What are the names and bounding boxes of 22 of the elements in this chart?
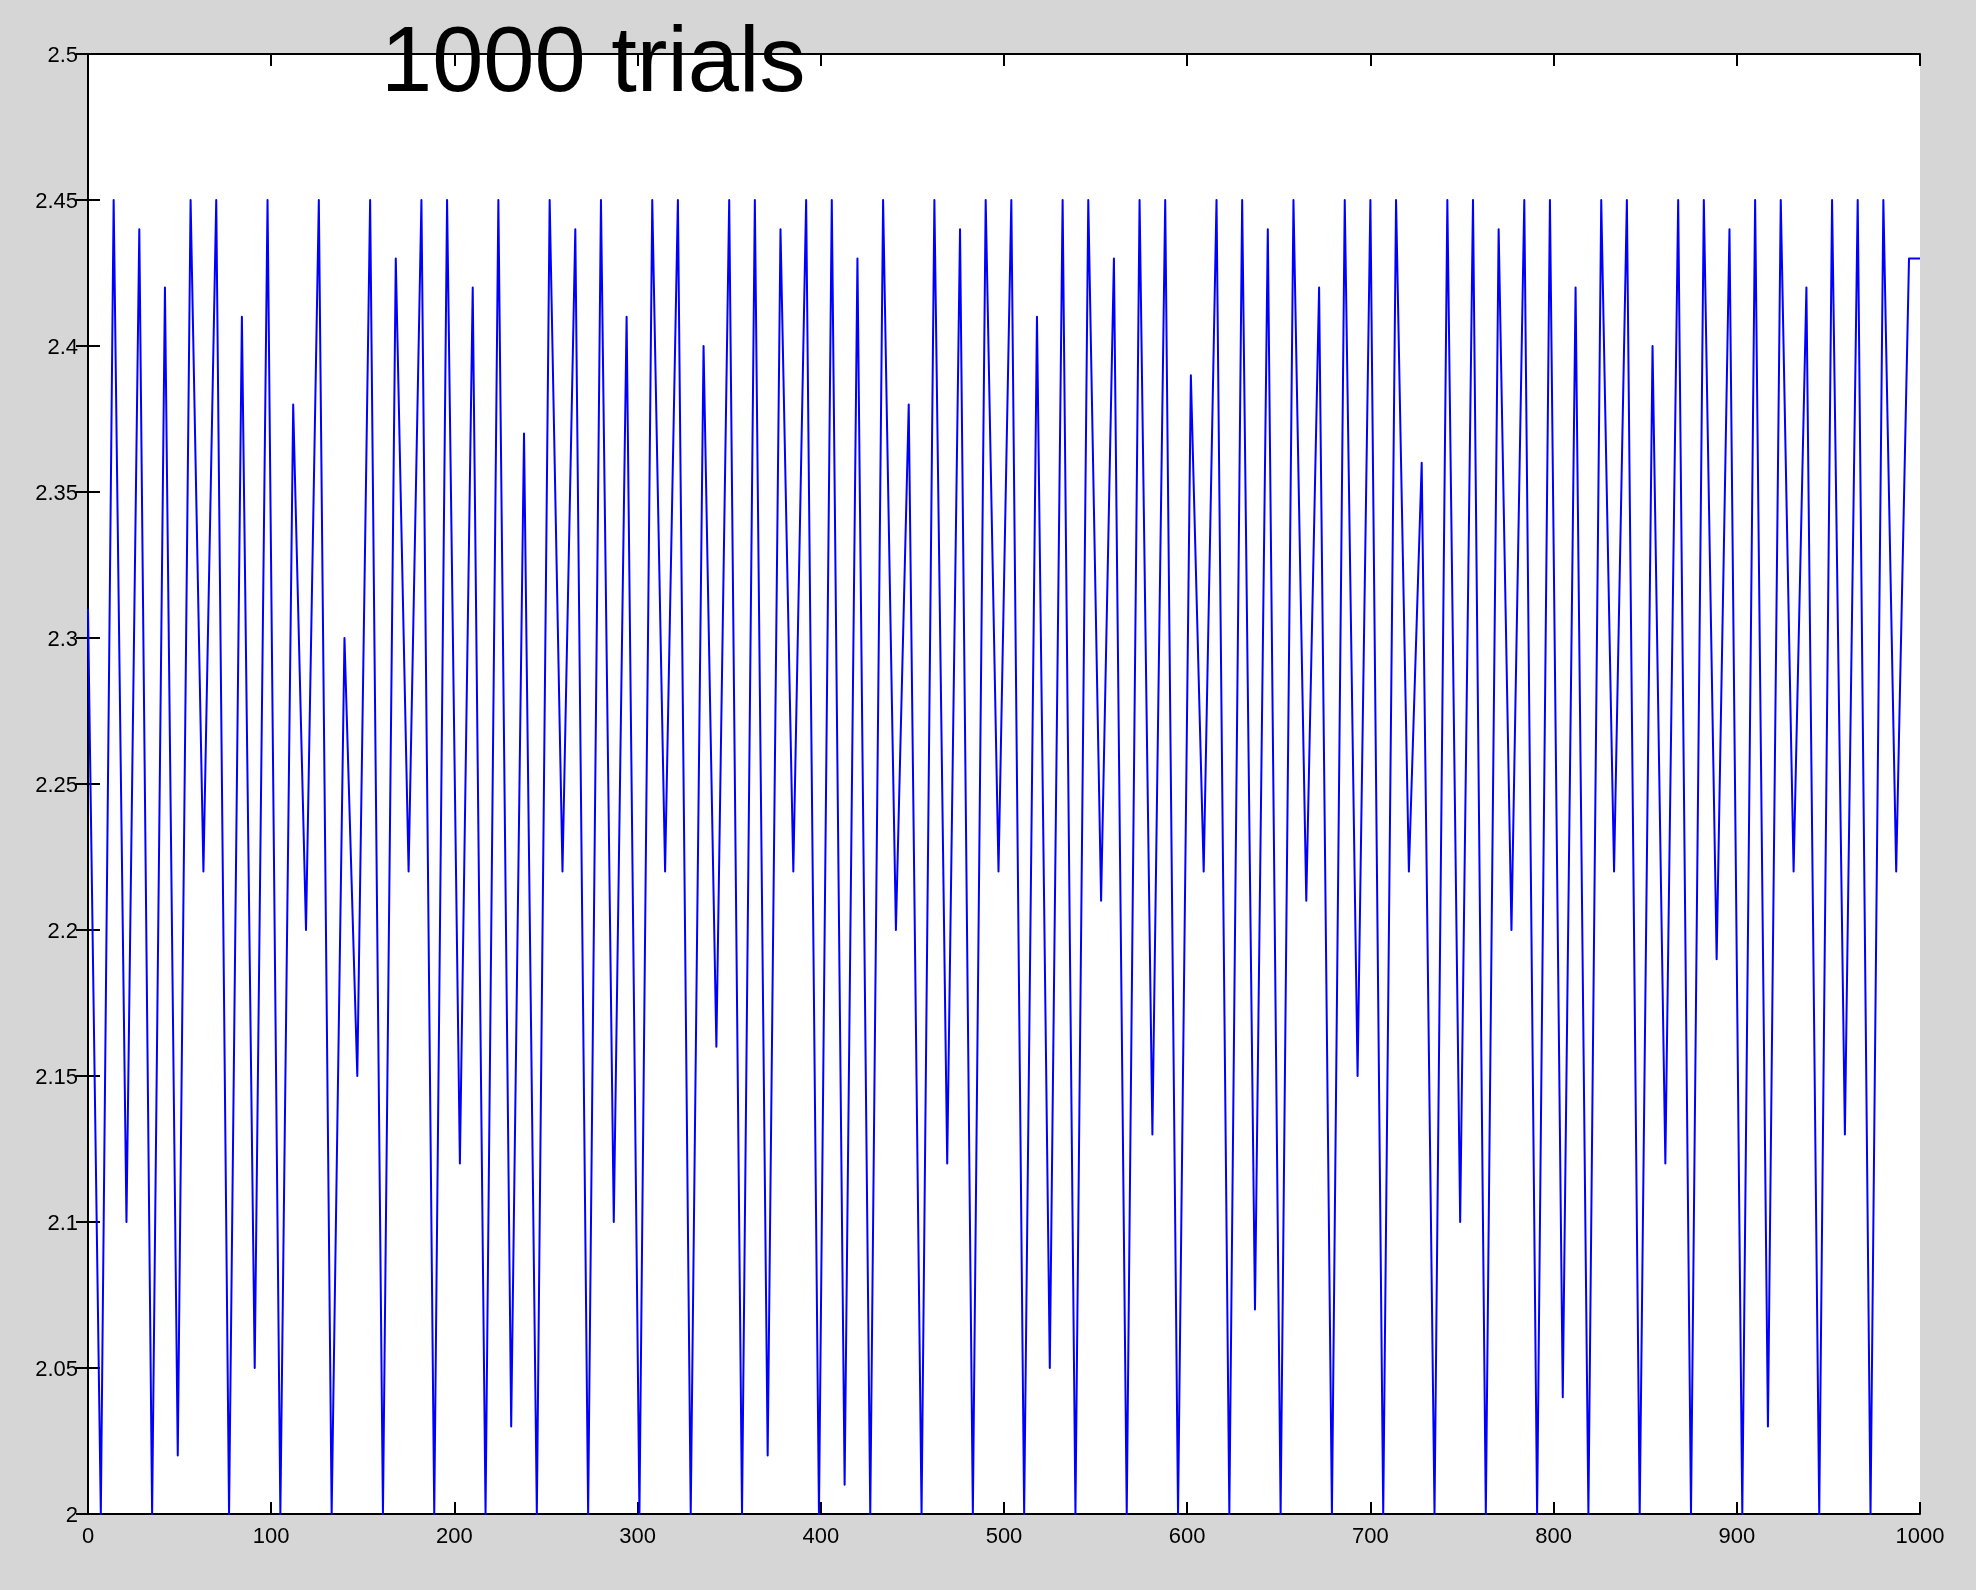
y-tick-label: 2.1: [47, 1209, 78, 1235]
x-tick-label: 100: [252, 1522, 290, 1548]
x-tick-label: 500: [985, 1522, 1023, 1548]
y-tick-label: 2.15: [35, 1063, 78, 1089]
x-tick-label: 800: [1535, 1522, 1572, 1548]
y-tick-label: 2.3: [47, 625, 78, 651]
x-tick-label: 600: [1168, 1522, 1206, 1548]
x-tick-label: 200: [436, 1522, 473, 1548]
y-tick-label: 2.4: [47, 333, 78, 359]
y-tick-label: 2.45: [35, 187, 78, 213]
y-tick-label: 2.2: [47, 917, 78, 943]
x-tick-label: 0: [81, 1522, 95, 1548]
x-tick-label: 900: [1718, 1522, 1756, 1548]
y-tick-label: 2: [65, 1501, 78, 1527]
y-tick-label: 2.25: [35, 771, 78, 797]
x-tick-label: 300: [619, 1522, 656, 1548]
y-tick-label: 2.35: [35, 479, 78, 505]
x-tick-label: 700: [1352, 1522, 1389, 1548]
x-tick-label: 400: [802, 1522, 840, 1548]
y-tick-label: 2.05: [35, 1355, 78, 1381]
y-tick-label: 2.5: [47, 41, 78, 67]
x-tick-label: 1000: [1895, 1522, 1945, 1548]
